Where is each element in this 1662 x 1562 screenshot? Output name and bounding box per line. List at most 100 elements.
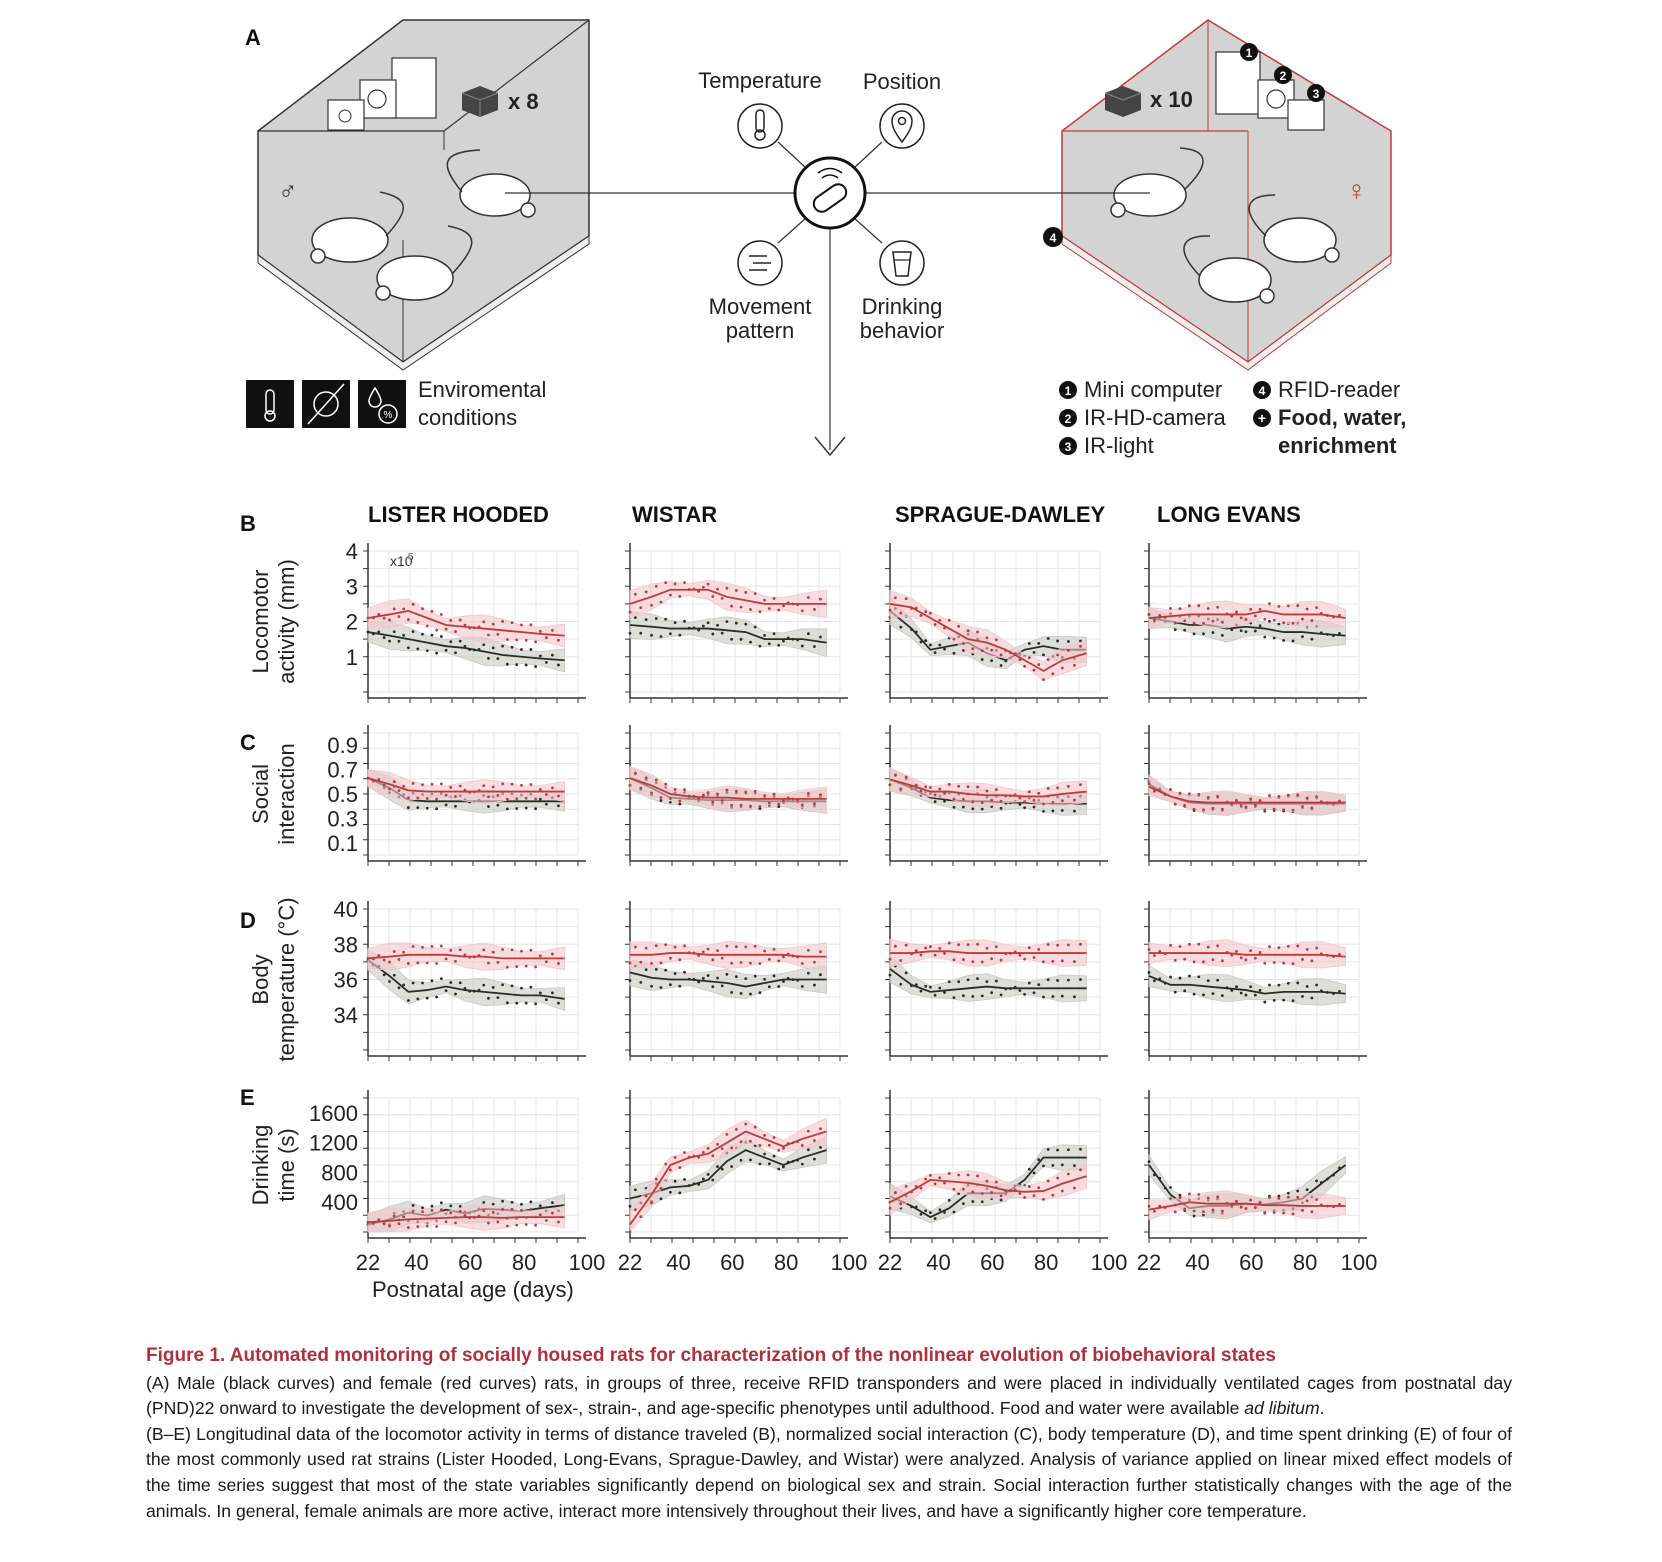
y-tick-label: 4 — [346, 539, 358, 564]
male-data-point — [767, 642, 771, 646]
panel-label-a: A — [245, 25, 261, 50]
female-data-point — [924, 610, 928, 613]
female-series-line — [367, 777, 565, 793]
female-data-point — [534, 797, 537, 801]
female-data-point — [767, 1143, 771, 1147]
female-data-point — [425, 624, 429, 628]
female-data-point — [487, 795, 490, 799]
male-data-point — [388, 980, 391, 983]
legend-marker: + — [1258, 410, 1266, 426]
male-data-point — [758, 644, 762, 648]
male-data-point — [454, 992, 457, 996]
female-data-point — [800, 1144, 804, 1147]
female-data-point — [544, 960, 548, 964]
female-data-point — [899, 611, 903, 615]
female-data-point — [711, 1154, 715, 1158]
female-data-point — [999, 799, 1003, 803]
male-data-point — [1277, 1194, 1281, 1198]
female-data-point — [947, 782, 951, 786]
female-data-point — [1258, 1201, 1262, 1204]
female-data-point — [806, 1129, 810, 1133]
female-data-point — [744, 1122, 748, 1126]
female-data-point — [753, 1125, 757, 1129]
male-data-point — [382, 973, 386, 977]
male-data-point — [966, 978, 970, 982]
male-data-point — [458, 981, 462, 985]
female-data-point — [1286, 604, 1290, 608]
male-data-point — [899, 982, 903, 986]
female-data-point — [1249, 949, 1253, 953]
female-data-point — [976, 785, 979, 789]
legend-marker: 2 — [1065, 412, 1072, 426]
female-data-point — [659, 796, 663, 799]
female-data-point — [1277, 946, 1281, 950]
male-data-point — [1301, 995, 1304, 998]
female-data-point — [435, 628, 439, 632]
female-data-point — [947, 618, 951, 622]
female-data-point — [1216, 944, 1220, 948]
female-data-point — [421, 1210, 424, 1214]
female-data-point — [501, 782, 505, 786]
female-series-line — [889, 602, 1087, 672]
female-data-point — [501, 1208, 505, 1211]
thermometer-icon — [264, 389, 276, 422]
female-data-point — [730, 1146, 734, 1150]
female-data-point — [711, 958, 715, 962]
female-data-point — [411, 945, 415, 948]
male-data-point — [683, 970, 686, 974]
male-data-point — [971, 807, 975, 811]
female-data-point — [1173, 1210, 1177, 1214]
female-data-point — [999, 653, 1003, 657]
female-data-point — [430, 782, 434, 786]
female-data-point — [763, 794, 767, 798]
male-data-point — [782, 639, 785, 643]
female-data-point — [458, 784, 462, 788]
female-data-point — [749, 961, 752, 965]
female-data-point — [1291, 1212, 1295, 1216]
male-data-point — [458, 639, 462, 643]
male-data-point — [1042, 653, 1045, 657]
female-data-point — [388, 618, 391, 622]
female-data-point — [1338, 613, 1341, 617]
male-data-point — [1305, 1188, 1309, 1192]
male-data-point — [406, 806, 410, 809]
female-data-point — [819, 597, 822, 601]
female-data-point — [444, 793, 448, 797]
male-data-point — [1046, 978, 1050, 982]
male-data-point — [706, 621, 710, 625]
female-data-point — [1263, 1211, 1267, 1215]
female-data-point — [1291, 962, 1295, 966]
female-data-point — [994, 945, 998, 949]
female-data-point — [980, 1192, 984, 1195]
male-data-point — [800, 985, 804, 988]
male-data-point — [444, 803, 448, 807]
female-data-point — [463, 623, 467, 627]
female-data-point — [1220, 807, 1224, 811]
male-data-point — [1277, 622, 1281, 626]
y-tick-label: 3 — [346, 574, 358, 599]
female-data-point — [1197, 792, 1201, 796]
male-data-point — [524, 806, 528, 810]
male-data-point — [961, 649, 965, 652]
female-data-point — [1173, 958, 1177, 962]
female-data-point — [1216, 1195, 1220, 1199]
male-data-point — [899, 625, 903, 629]
female-data-point — [664, 782, 668, 786]
male-data-point — [421, 981, 424, 985]
female-data-point — [1272, 618, 1276, 622]
male-data-point — [510, 645, 514, 649]
female-data-point — [701, 950, 705, 954]
panel-label-c: C — [240, 730, 256, 755]
female-data-point — [664, 943, 668, 947]
y-tick-label: 38 — [334, 932, 358, 957]
male-data-point — [763, 633, 767, 637]
female-data-point — [739, 803, 743, 807]
female-data-point — [1206, 607, 1210, 610]
male-data-point — [529, 1200, 533, 1204]
female-data-point — [482, 784, 486, 788]
caption-italic: ad libitum — [1244, 1398, 1320, 1419]
male-data-point — [444, 648, 448, 652]
female-data-point — [1272, 807, 1276, 811]
strain-header-2: SPRAGUE-DAWLEY — [895, 502, 1106, 527]
female-data-point — [1211, 1208, 1215, 1212]
